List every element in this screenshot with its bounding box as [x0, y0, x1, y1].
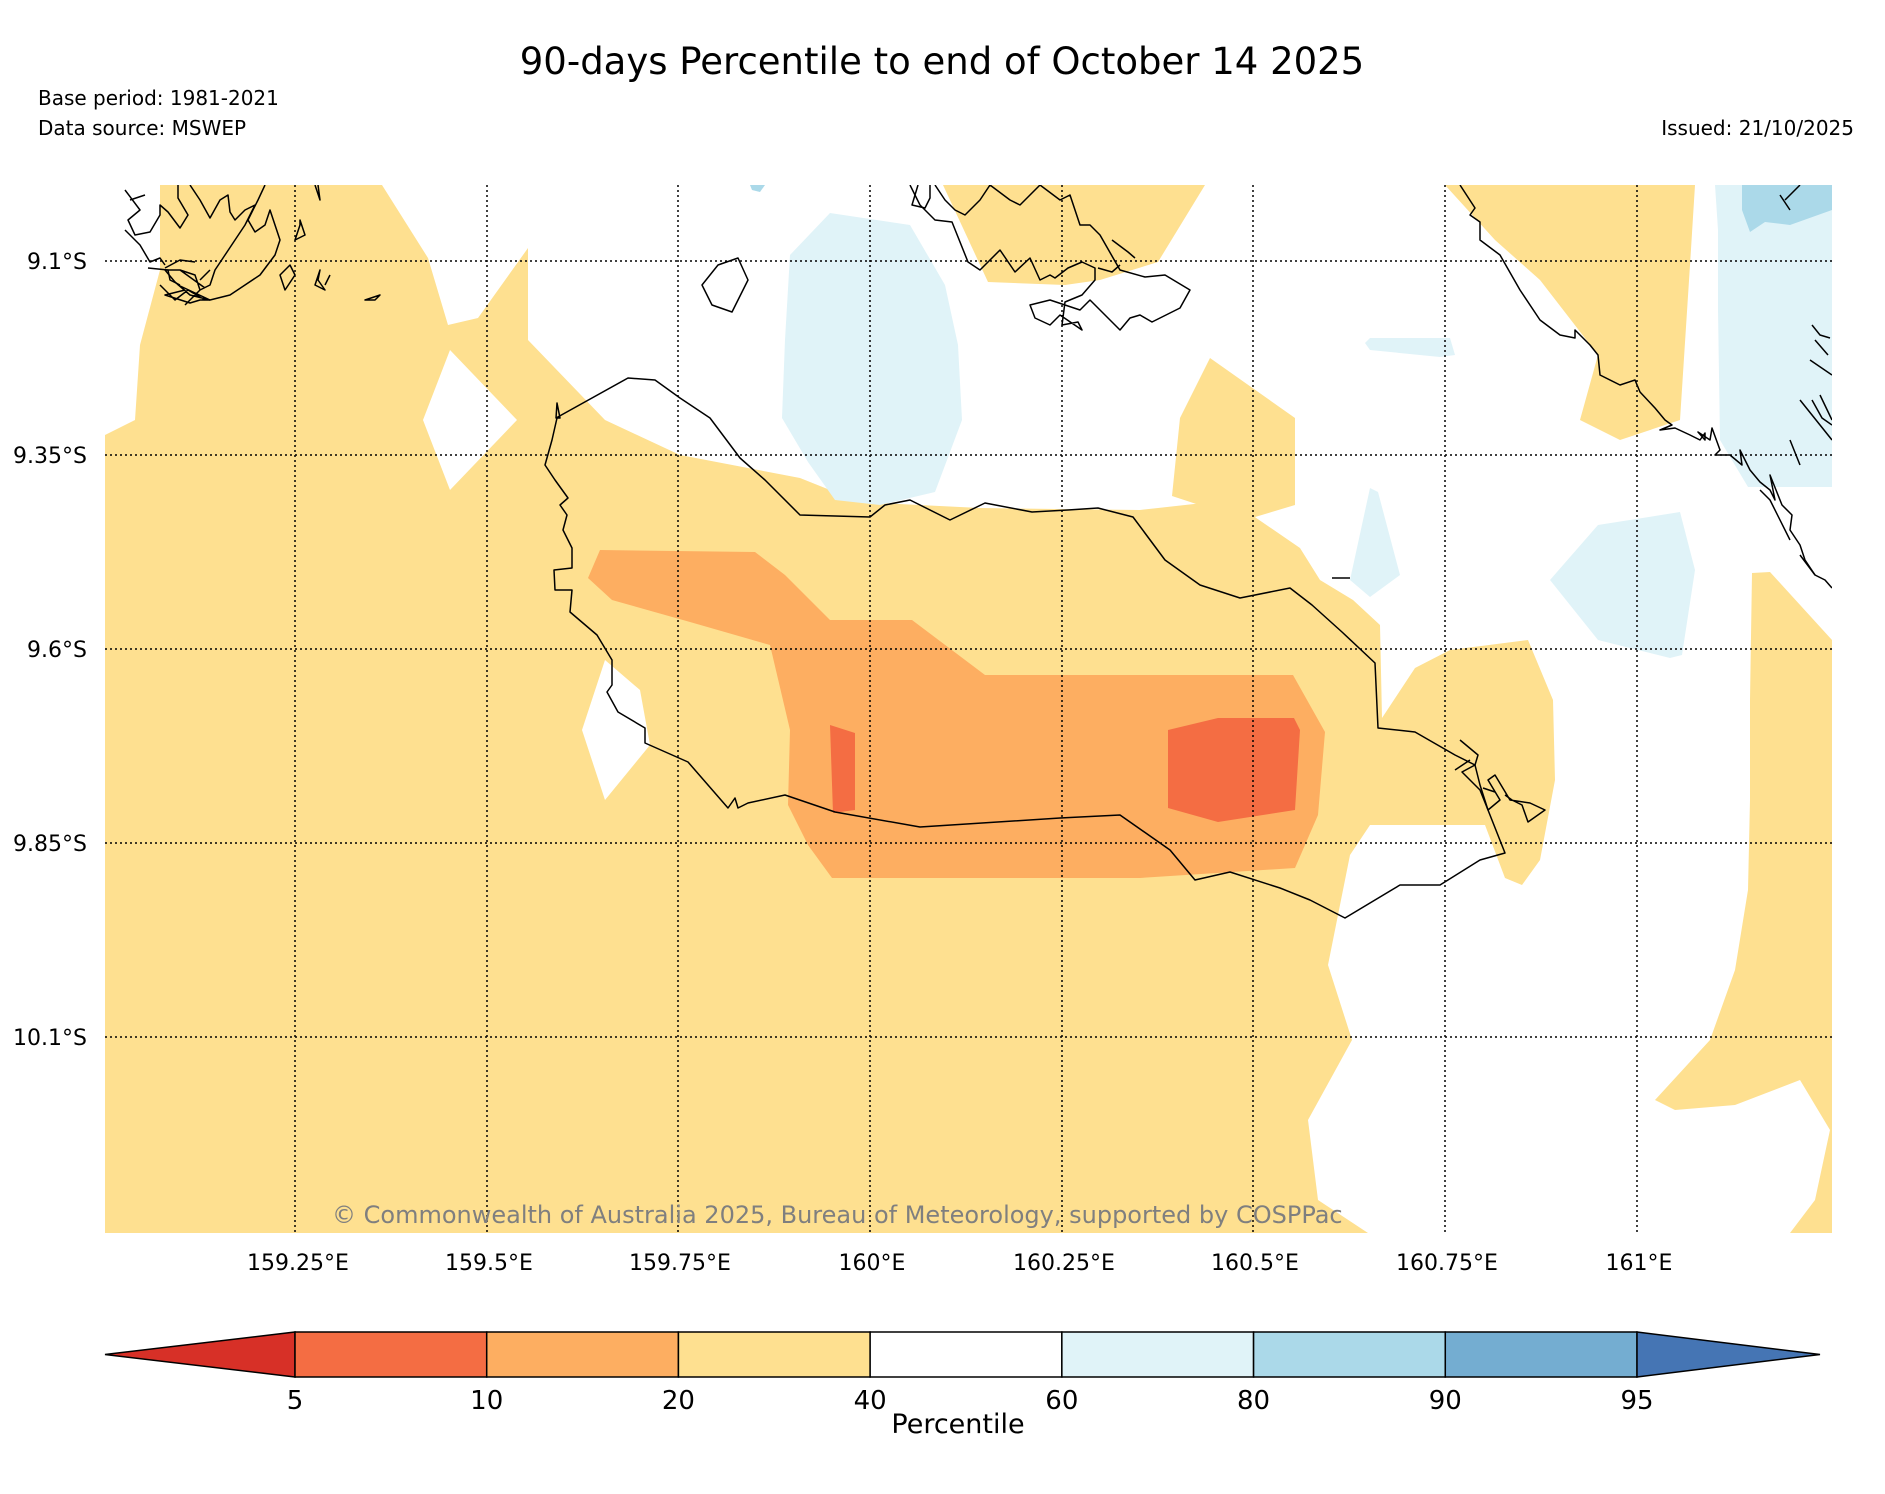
lat-label-9-6: 9.6°S [27, 638, 87, 663]
map-title: 90-days Percentile to end of October 14 … [520, 40, 1364, 83]
lat-label-9-85: 9.85°S [13, 832, 87, 857]
coast-florida-west [911, 185, 931, 209]
colorbar-segment-60-80 [1061, 1331, 1255, 1378]
colorbar-tick-40: 40 [854, 1386, 887, 1416]
contour-80-90-tiny [750, 185, 765, 192]
colorbar-tick-20: 20 [662, 1386, 695, 1416]
coast-malaita [1459, 185, 1832, 589]
colorbar-extend-low [104, 1331, 296, 1378]
coast-florida-islands [909, 185, 1191, 331]
coast-guadalcanal [544, 377, 1506, 919]
colorbar-extend-high [1636, 1331, 1821, 1378]
colorbar-segment-20-40 [677, 1331, 871, 1378]
contour-5-10-east [1168, 718, 1300, 822]
colorbar-tick-5: 5 [287, 1386, 304, 1416]
data-source-text: Data source: MSWEP [38, 116, 246, 140]
lat-label-10-1: 10.1°S [13, 1026, 87, 1051]
colorbar-segment-10-20 [485, 1331, 680, 1378]
coast-russell-small [124, 194, 210, 304]
colorbar-segment-90-95 [1444, 1331, 1638, 1378]
longitude-labels: 159.25°E 159.5°E 159.75°E 160°E 160.25°E… [247, 1251, 1672, 1276]
lon-label-160-75: 160.75°E [1396, 1251, 1498, 1276]
colorbar-tick-10: 10 [470, 1386, 503, 1416]
contour-60-80-northeast [1715, 185, 1832, 487]
lon-label-161: 161°E [1606, 1251, 1673, 1276]
percentile-band-10-20 [588, 550, 1325, 878]
contour-20-40-east-edge [1655, 572, 1832, 1233]
contour-20-40-east-lobe [1172, 358, 1295, 520]
percentile-band-60-80 [782, 185, 1832, 658]
percentile-band-80-90 [750, 185, 1832, 232]
contour-60-80-islet [1365, 338, 1455, 357]
coast-florida-east [1097, 239, 1136, 273]
contour-80-90-ne-corner [1742, 185, 1832, 232]
lon-label-159-25: 159.25°E [247, 1251, 349, 1276]
coast-malaita-islets [1759, 185, 1832, 576]
latitude-labels: 9.1°S 9.35°S 9.6°S 9.85°S 10.1°S [13, 250, 87, 1051]
colorbar-label: Percentile [891, 1409, 1024, 1440]
colorbar-tick-95: 95 [1620, 1386, 1653, 1416]
colorbar-tick-90: 90 [1429, 1386, 1462, 1416]
lon-label-160-5: 160.5°E [1211, 1251, 1299, 1276]
lat-label-9-35: 9.35°S [13, 444, 87, 469]
coast-islands-east [1454, 739, 1546, 823]
base-period-text: Base period: 1981-2021 [38, 86, 279, 110]
contour-60-80-spike [1350, 488, 1400, 597]
lon-label-160-25: 160.25°E [1013, 1251, 1115, 1276]
percentile-band-5-10 [830, 718, 1300, 822]
copyright-text: © Commonwealth of Australia 2025, Bureau… [332, 1201, 1343, 1229]
contour-10-20 [588, 550, 1325, 878]
colorbar-segment-80-90 [1252, 1331, 1447, 1378]
contour-20-40-northeast [1445, 185, 1695, 440]
map-panel[interactable] [105, 185, 1832, 1233]
lon-label-159-5: 159.5°E [445, 1251, 533, 1276]
lon-label-159-75: 159.75°E [629, 1251, 731, 1276]
issued-date-text: Issued: 21/10/2025 [1661, 116, 1854, 140]
lat-label-9-1: 9.1°S [27, 250, 87, 275]
contour-20-40-north-central [943, 185, 1205, 285]
coast-russell-islands [124, 185, 381, 306]
coastlines [124, 185, 1832, 919]
colorbar-segment-40-60 [869, 1331, 1063, 1378]
contour-60-80-east [1550, 512, 1695, 658]
colorbar-segments [104, 1331, 1821, 1378]
colorbar-tick-labels: 5 10 20 40 60 80 90 95 [287, 1386, 1654, 1416]
colorbar-tick-60: 60 [1045, 1386, 1078, 1416]
colorbar-segment-5-10 [294, 1331, 488, 1378]
contour-5-10-west [830, 725, 855, 813]
lon-label-160: 160°E [839, 1251, 906, 1276]
colorbar: 5 10 20 40 60 80 90 95 Percentile [104, 1331, 1821, 1440]
coast-islet-savo [701, 257, 749, 313]
colorbar-tick-80: 80 [1237, 1386, 1270, 1416]
contour-60-80-north [782, 213, 962, 505]
white-hole-coast [582, 660, 650, 800]
